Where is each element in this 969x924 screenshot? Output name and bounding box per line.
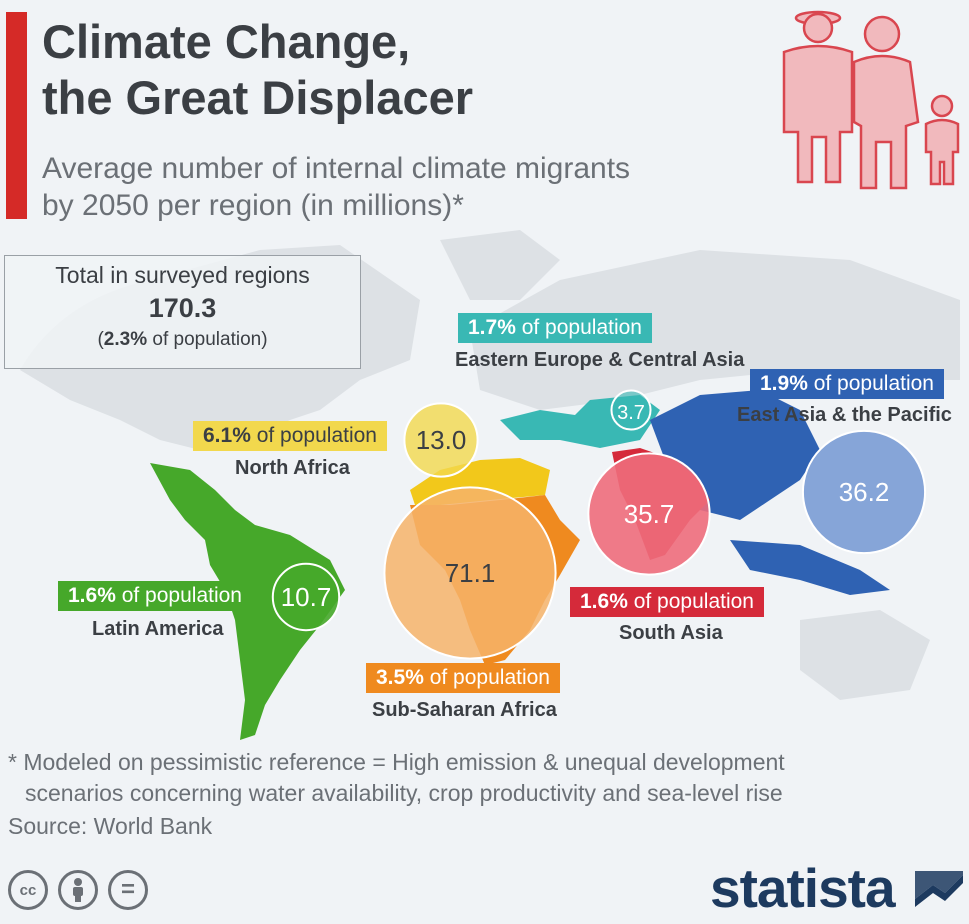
greenland-landmass: [440, 230, 560, 300]
north-africa-share-suffix: of population: [250, 424, 377, 447]
east-asia-share-pill: 1.9% of population: [750, 369, 944, 399]
eastern-europe-region-label: Eastern Europe & Central Asia: [455, 349, 745, 371]
east-asia-bubble: [801, 429, 927, 555]
east-asia-region-label: East Asia & the Pacific: [737, 404, 952, 426]
total-share-pct: 2.3%: [103, 329, 148, 350]
page-subtitle: Average number of internal climate migra…: [42, 150, 630, 224]
south-asia-value-label: 35.7: [624, 499, 675, 529]
eastern-europe-share-pct: 1.7%: [468, 316, 516, 339]
north-africa-region-label: North Africa: [235, 457, 350, 479]
sub-saharan-africa-value-label: 71.1: [445, 558, 496, 588]
total-share: (2.3% of population): [5, 329, 360, 351]
south-asia-region-label: South Asia: [619, 622, 723, 644]
cc-icon[interactable]: cc: [8, 870, 48, 910]
eastern-europe-value-label: 3.7: [617, 402, 645, 424]
license-icons: cc =: [8, 870, 148, 910]
south-asia-share-suffix: of population: [627, 590, 754, 613]
latin-america-value-label: 10.7: [281, 582, 332, 612]
total-share-open: (: [97, 329, 104, 350]
eastern-europe-share-suffix: of population: [515, 316, 642, 339]
statista-logo[interactable]: statista: [710, 857, 896, 919]
subtitle-line-1: Average number of internal climate migra…: [42, 152, 631, 185]
page-title: Climate Change, the Great Displacer: [42, 14, 473, 126]
north-africa-bubble: [403, 402, 479, 478]
sub-saharan-africa-share-pct: 3.5%: [376, 666, 424, 689]
north-africa-share-pill: 6.1% of population: [193, 421, 387, 451]
eastern-europe-bubble: [610, 389, 652, 431]
statista-mark-icon: [915, 871, 963, 907]
bubble-layer: 10.7 13.0 71.1 3.7 35.7 36.2: [271, 389, 927, 660]
source-note: Source: World Bank: [8, 813, 213, 839]
subtitle-line-2: by 2050 per region (in millions)*: [42, 189, 464, 222]
sub-saharan-africa-bubble: [383, 486, 557, 660]
latin-america-share-pct: 1.6%: [68, 584, 116, 607]
attribution-icon[interactable]: [58, 870, 98, 910]
australia-landmass: [800, 610, 930, 700]
latin-america-bubble: [271, 562, 341, 632]
family-icon: [782, 10, 960, 190]
footnote-line-2: scenarios concerning water availability,…: [25, 780, 783, 806]
south-asia-share-pct: 1.6%: [580, 590, 628, 613]
no-derivatives-icon[interactable]: =: [108, 870, 148, 910]
south-asia-share-pill: 1.6% of population: [570, 587, 764, 617]
sub-saharan-africa-region-label: Sub-Saharan Africa: [372, 699, 557, 721]
east-asia-share-pct: 1.9%: [760, 372, 808, 395]
footnote-line-1: * Modeled on pessimistic reference = Hig…: [8, 749, 785, 775]
east-asia-share-suffix: of population: [807, 372, 934, 395]
sub-saharan-africa-share-pill: 3.5% of population: [366, 663, 560, 693]
sub-saharan-africa-share-suffix: of population: [423, 666, 550, 689]
east-asia-value-label: 36.2: [839, 477, 890, 507]
total-label: Total in surveyed regions: [55, 262, 310, 288]
north-africa-share-pct: 6.1%: [203, 424, 251, 447]
latin-america-region-label: Latin America: [92, 618, 224, 640]
total-share-suffix: of population): [147, 329, 268, 350]
latin-america-share-pill: 1.6% of population: [58, 581, 252, 611]
eastern-europe-share-pill: 1.7% of population: [458, 313, 652, 343]
latin-america-share-suffix: of population: [115, 584, 242, 607]
total-summary-box: Total in surveyed regions 170.3 (2.3% of…: [4, 255, 361, 369]
footnote: * Modeled on pessimistic reference = Hig…: [8, 747, 785, 809]
east-asia-pacific-region: [650, 390, 890, 595]
south-asia-bubble: [587, 452, 711, 576]
title-line-1: Climate Change,: [42, 15, 411, 68]
north-africa-value-label: 13.0: [416, 425, 467, 455]
total-value: 170.3: [148, 293, 217, 323]
accent-bar: [6, 12, 27, 219]
title-line-2: the Great Displacer: [42, 71, 474, 124]
